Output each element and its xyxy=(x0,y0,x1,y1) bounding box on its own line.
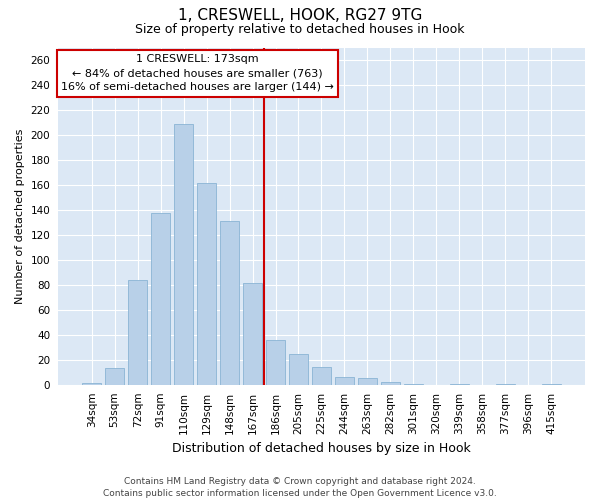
Text: Contains HM Land Registry data © Crown copyright and database right 2024.
Contai: Contains HM Land Registry data © Crown c… xyxy=(103,476,497,498)
Bar xyxy=(174,124,193,386)
X-axis label: Distribution of detached houses by size in Hook: Distribution of detached houses by size … xyxy=(172,442,471,455)
Bar xyxy=(404,384,423,386)
Text: 1 CRESWELL: 173sqm
← 84% of detached houses are smaller (763)
16% of semi-detach: 1 CRESWELL: 173sqm ← 84% of detached hou… xyxy=(61,54,334,92)
Bar xyxy=(197,182,217,386)
Bar xyxy=(82,383,101,386)
Bar xyxy=(312,366,331,386)
Bar xyxy=(151,212,170,386)
Bar xyxy=(220,222,239,386)
Bar xyxy=(105,368,124,386)
Bar xyxy=(542,384,561,386)
Bar xyxy=(243,282,262,386)
Bar xyxy=(128,280,148,386)
Bar xyxy=(496,384,515,386)
Bar xyxy=(289,354,308,386)
Bar xyxy=(266,340,285,386)
Bar xyxy=(335,376,354,386)
Text: Size of property relative to detached houses in Hook: Size of property relative to detached ho… xyxy=(135,22,465,36)
Bar xyxy=(358,378,377,386)
Bar xyxy=(380,382,400,386)
Y-axis label: Number of detached properties: Number of detached properties xyxy=(15,128,25,304)
Bar xyxy=(449,384,469,386)
Text: 1, CRESWELL, HOOK, RG27 9TG: 1, CRESWELL, HOOK, RG27 9TG xyxy=(178,8,422,22)
